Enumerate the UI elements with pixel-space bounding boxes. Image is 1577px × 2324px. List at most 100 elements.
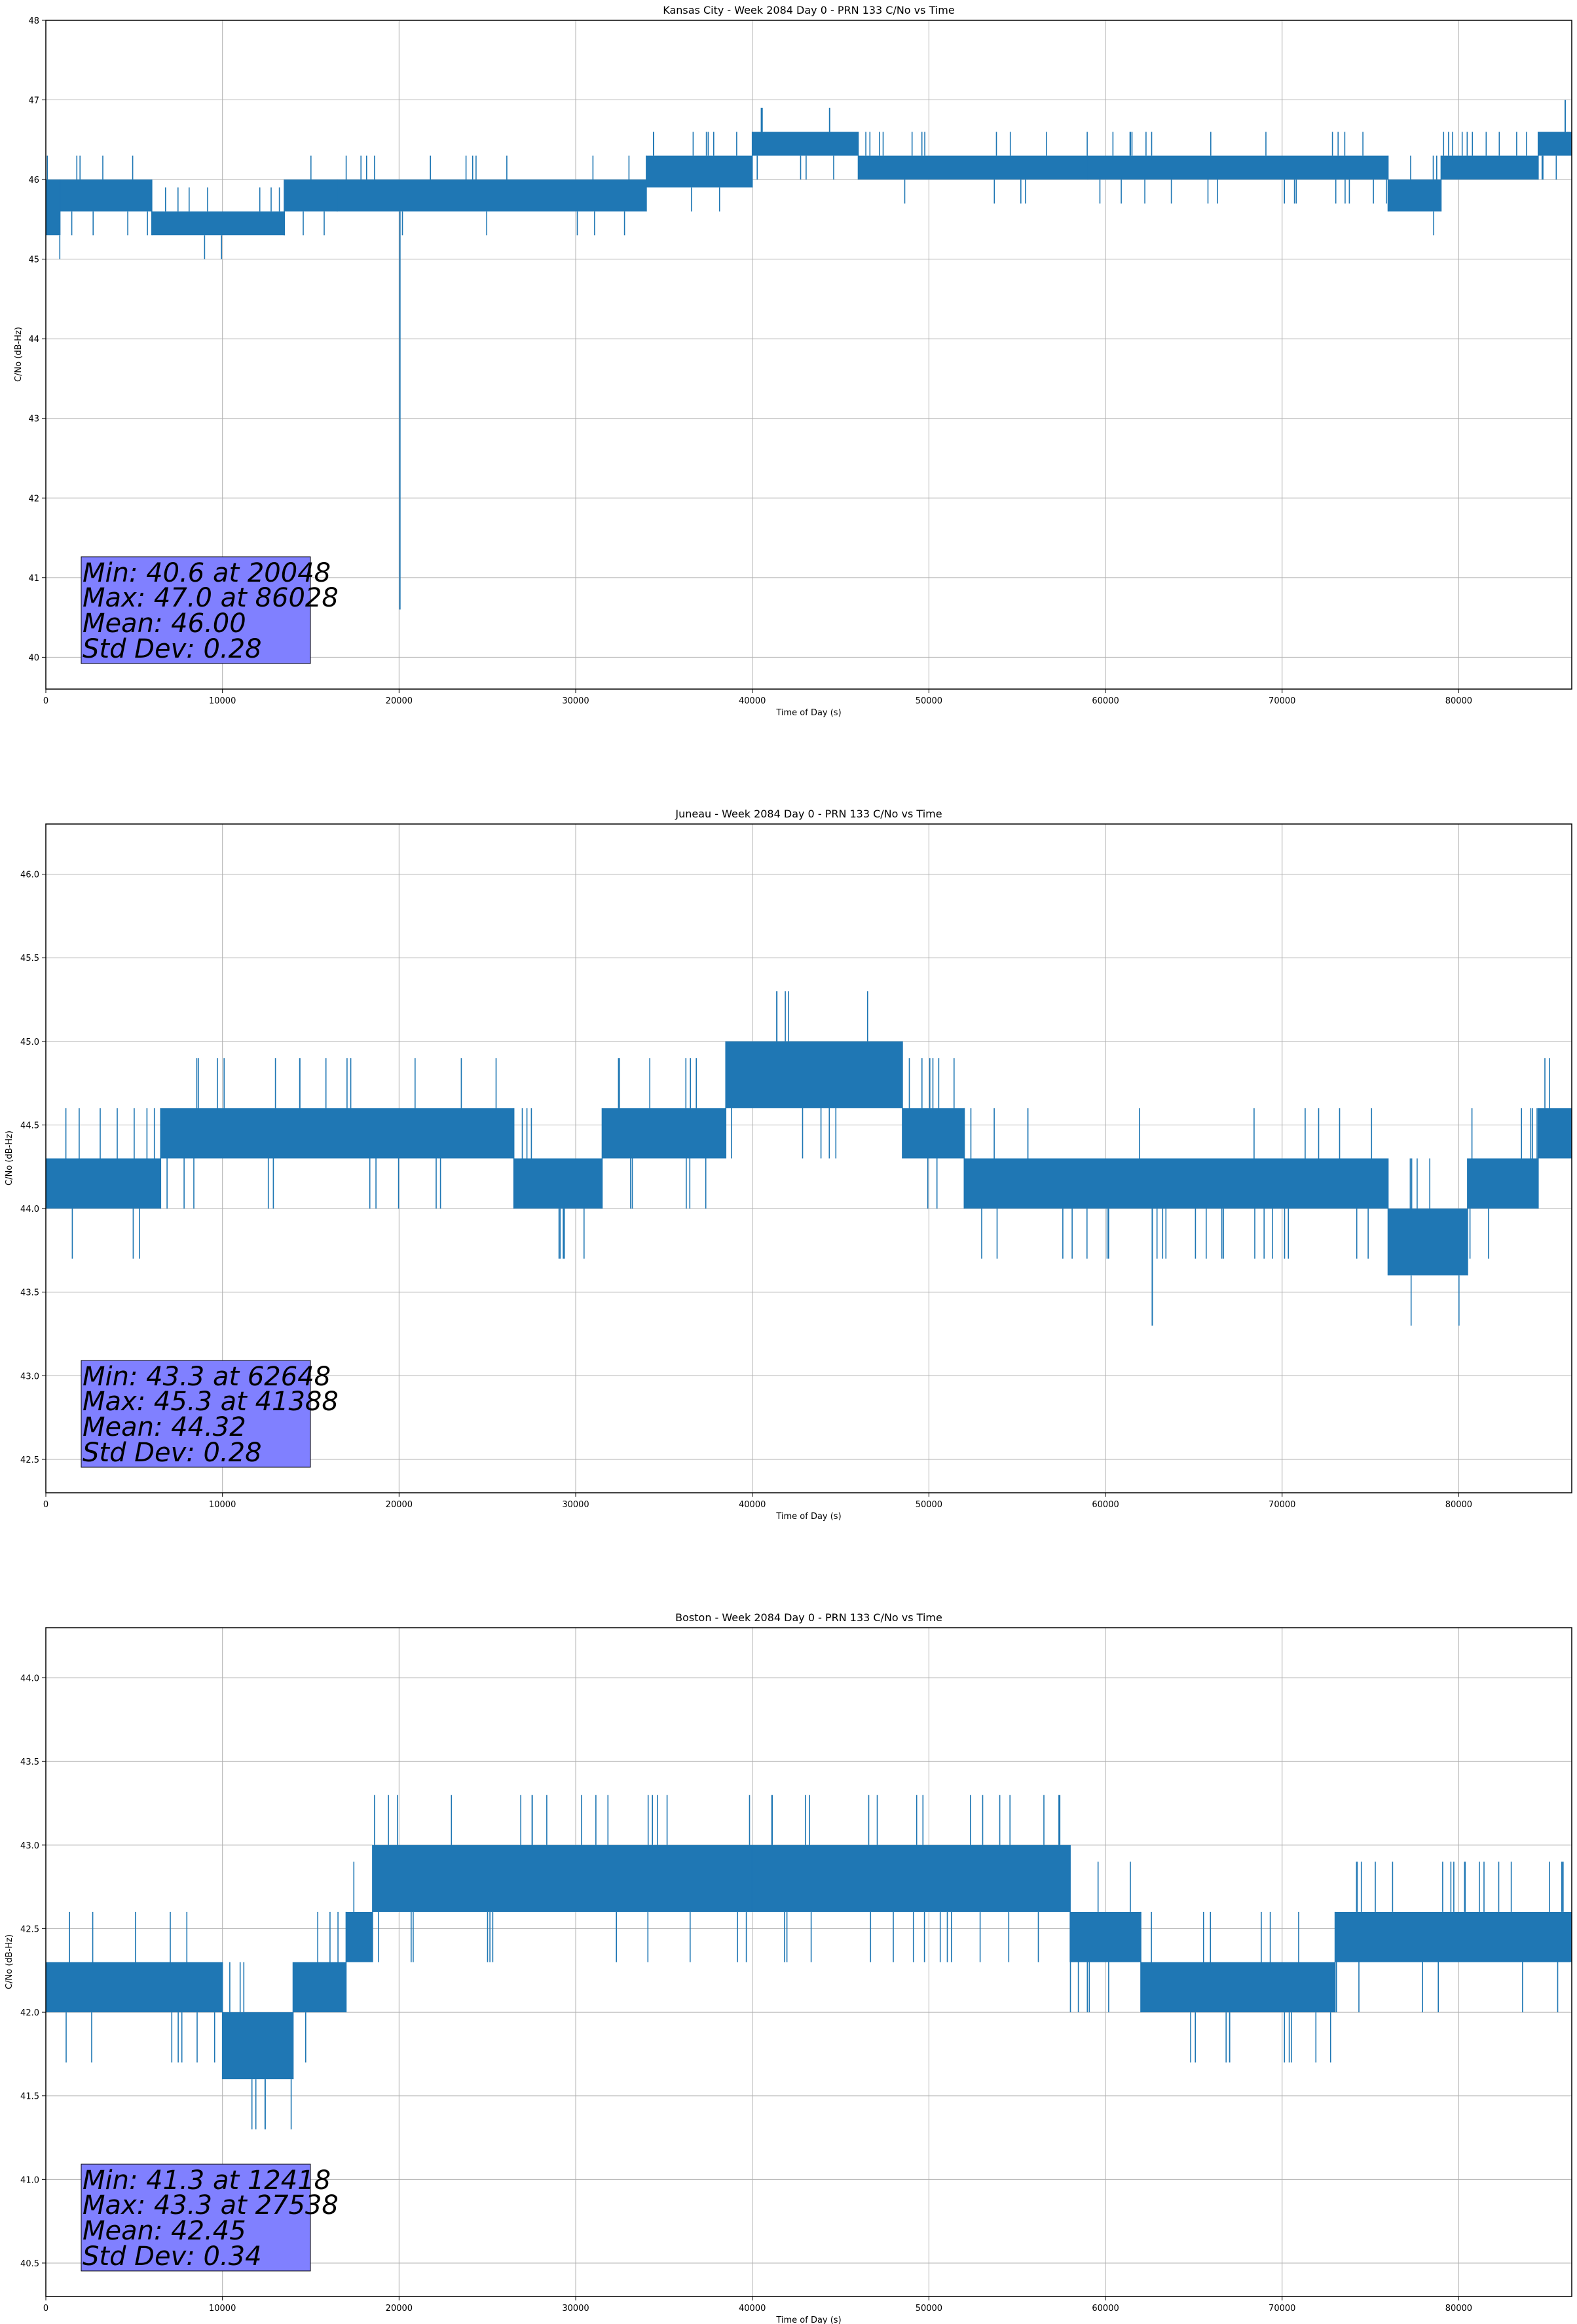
series-band — [222, 2012, 293, 2080]
stats-box: Min: 43.3 at 62648 Max: 45.3 at 41388 Me… — [81, 1360, 339, 1468]
plot-frame — [45, 20, 1572, 690]
x-axis-ticks: 0 10000 20000 30000 40000 50000 60000 70000 8000… — [43, 1493, 1472, 1510]
series-band — [337, 179, 646, 212]
series-excursions — [305, 1911, 339, 2063]
series-excursions — [771, 1795, 1061, 1962]
y-tick-label: 41.5 — [20, 2092, 39, 2102]
chart-juneau: Juneau - Week 2084 Day 0 - PRN 133 C/No … — [5, 808, 1572, 1522]
y-axis-ticks: 42.5 43.0 43.5 44.0 44.5 45.0 45.5 46.0 — [20, 871, 46, 1465]
x-tick-label: 80000 — [1445, 696, 1472, 706]
series-band — [752, 1845, 1071, 1912]
stat-std-dev: Std Dev: 0.28 — [83, 634, 262, 664]
series-excursions — [1469, 1108, 1538, 1259]
series-excursions — [46, 155, 61, 259]
series-band — [1335, 1911, 1572, 1962]
y-axis-label: C/No (dB-Hz) — [5, 1934, 14, 1989]
y-tick-label: 42.5 — [20, 1455, 39, 1465]
x-tick-label: 10000 — [209, 696, 236, 706]
y-tick-label: 47 — [28, 96, 39, 106]
series-excursions — [1099, 132, 1387, 204]
x-tick-label: 0 — [43, 696, 48, 706]
y-tick-label: 45.0 — [20, 1038, 39, 1047]
plot-frame — [45, 823, 1572, 1493]
stat-mean: Mean: 42.45 — [83, 2216, 246, 2246]
x-tick-label: 30000 — [562, 1500, 589, 1510]
x-tick-label: 10000 — [209, 1500, 236, 1510]
x-tick-label: 0 — [43, 2304, 48, 2314]
x-tick-label: 40000 — [739, 2304, 766, 2314]
series-excursions — [374, 1795, 751, 1962]
series-band — [513, 1158, 603, 1209]
y-tick-label: 44 — [28, 335, 39, 345]
series-band — [1441, 155, 1538, 180]
stats-box: Min: 40.6 at 20048 Max: 47.0 at 86028 Me… — [81, 556, 339, 664]
x-axis-label: Time of Day (s) — [775, 708, 841, 718]
series-excursions — [229, 1962, 292, 2129]
y-tick-label: 40.5 — [20, 2259, 39, 2269]
stat-max: Max: 47.0 at 86028 — [83, 583, 339, 613]
series-band — [346, 1911, 373, 1962]
series-excursions — [908, 1058, 955, 1209]
series-band — [60, 179, 152, 212]
cno-series-line — [46, 991, 1572, 1326]
series-excursions — [1410, 155, 1438, 236]
series-band — [46, 1158, 161, 1209]
series-band — [1140, 1962, 1335, 2013]
y-tick-label: 44.0 — [20, 1205, 39, 1214]
series-band — [858, 155, 1088, 180]
chart-title: Juneau - Week 2084 Day 0 - PRN 133 C/No … — [675, 808, 942, 820]
y-tick-label: 45.5 — [20, 954, 39, 964]
stat-std-dev: Std Dev: 0.28 — [83, 1438, 262, 1468]
y-axis-ticks: 40.5 41.0 41.5 42.0 42.5 43.0 43.5 44.0 — [20, 1674, 46, 2269]
x-tick-label: 0 — [43, 1500, 48, 1510]
stat-max: Max: 45.3 at 41388 — [83, 1387, 339, 1417]
y-tick-label: 43.5 — [20, 1288, 39, 1298]
series-band — [726, 1041, 902, 1108]
series-band — [602, 1108, 726, 1159]
series-excursions — [1335, 1862, 1564, 2013]
stats-box-background — [81, 556, 311, 664]
x-tick-label: 60000 — [1092, 1500, 1119, 1510]
series-band — [160, 1108, 514, 1159]
series-band — [293, 1962, 346, 2013]
y-axis-ticks: 40 41 42 43 44 45 46 47 48 — [28, 16, 46, 663]
series-band — [902, 1108, 965, 1159]
series-band — [1088, 155, 1388, 180]
x-tick-label: 40000 — [739, 1500, 766, 1510]
series-band — [1388, 179, 1441, 212]
y-tick-label: 46 — [28, 176, 39, 185]
y-tick-label: 43.0 — [20, 1372, 39, 1381]
series-band — [46, 1962, 223, 2013]
x-tick-label: 50000 — [916, 1500, 942, 1510]
y-tick-label: 43.0 — [20, 1841, 39, 1851]
series-excursions — [166, 1058, 497, 1209]
y-tick-label: 46.0 — [20, 871, 39, 880]
series-excursions — [71, 155, 148, 236]
cno-series-line — [46, 100, 1572, 610]
series-band — [1388, 1209, 1468, 1276]
x-tick-label: 60000 — [1092, 696, 1119, 706]
series-band — [46, 179, 60, 236]
series-excursions — [284, 155, 325, 236]
series-excursions — [65, 1911, 215, 2063]
x-axis-label: Time of Day (s) — [775, 1512, 841, 1522]
stat-min: Min: 41.3 at 12418 — [83, 2165, 331, 2196]
x-tick-label: 70000 — [1269, 696, 1295, 706]
series-excursions — [963, 1108, 1373, 1259]
x-tick-label: 60000 — [1092, 2304, 1119, 2314]
series-excursions — [1544, 1058, 1550, 1108]
x-tick-label: 20000 — [386, 1500, 413, 1510]
stats-box: Min: 41.3 at 12418 Max: 43.3 at 27538 Me… — [81, 2164, 339, 2272]
stat-min: Min: 43.3 at 62648 — [83, 1362, 331, 1392]
series-band — [1070, 1911, 1141, 1962]
series-excursions — [165, 187, 280, 259]
y-axis-label: C/No (dB-Hz) — [5, 1131, 14, 1186]
y-tick-label: 45 — [28, 255, 39, 265]
series-excursions — [653, 132, 737, 212]
stat-std-dev: Std Dev: 0.34 — [83, 2241, 262, 2272]
series-band — [1467, 1158, 1538, 1209]
series-band — [372, 1845, 752, 1912]
x-tick-label: 20000 — [386, 2304, 413, 2314]
chart-title: Boston - Week 2084 Day 0 - PRN 133 C/No … — [675, 1611, 942, 1624]
x-tick-label: 70000 — [1269, 2304, 1295, 2314]
